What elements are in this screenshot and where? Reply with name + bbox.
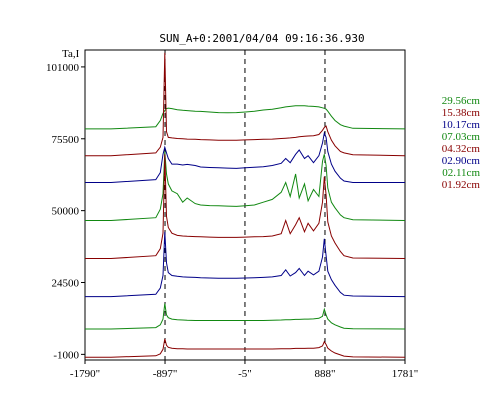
legend-entry-7: 02.11cm [442,167,480,179]
y-tick-label-1: 101000 [46,62,80,74]
y-tick-label-2: 75500 [52,134,80,146]
series-line-4 [85,151,406,221]
x-tick-label-5: 1781" [392,368,419,380]
x-tick-label-3: -5" [238,368,252,380]
legend-entry-8: 01.92cm [442,179,481,191]
x-tick-label-1: -1790" [70,368,100,380]
series-line-6 [85,231,406,298]
series-line-1 [85,105,406,130]
chart-title: SUN_A+0:2001/04/04 09:16:36.930 [159,32,364,45]
y-axis-label: Ta,I [62,48,80,60]
legend-entry-4: 07.03cm [442,131,481,143]
x-tick-label-2: -897" [153,368,178,380]
legend-entry-1: 29.56cm [442,95,481,107]
legend-entry-5: 04.32cm [442,143,481,155]
x-axis: -1790" -897" -5" 888" 1781" [70,360,418,380]
reference-lines [164,50,326,360]
y-tick-label-3: 50000 [52,206,80,218]
legend-entry-3: 10.17cm [442,119,481,131]
legend: 29.56cm15.38cm10.17cm07.03cm04.32cm02.90… [442,95,481,191]
series-lines [85,52,406,358]
y-tick-label-5: -1000 [53,349,79,361]
series-line-5 [85,154,406,259]
legend-entry-2: 15.38cm [442,107,481,119]
series-line-2 [85,52,406,157]
x-tick-label-4: 888" [314,368,335,380]
y-axis: 101000 75500 50000 24500 -1000 [46,62,85,361]
y-tick-label-4: 24500 [52,278,80,290]
series-line-8 [85,338,406,358]
legend-entry-6: 02.90cm [442,155,481,167]
series-line-3 [85,131,405,183]
series-line-7 [85,303,406,330]
